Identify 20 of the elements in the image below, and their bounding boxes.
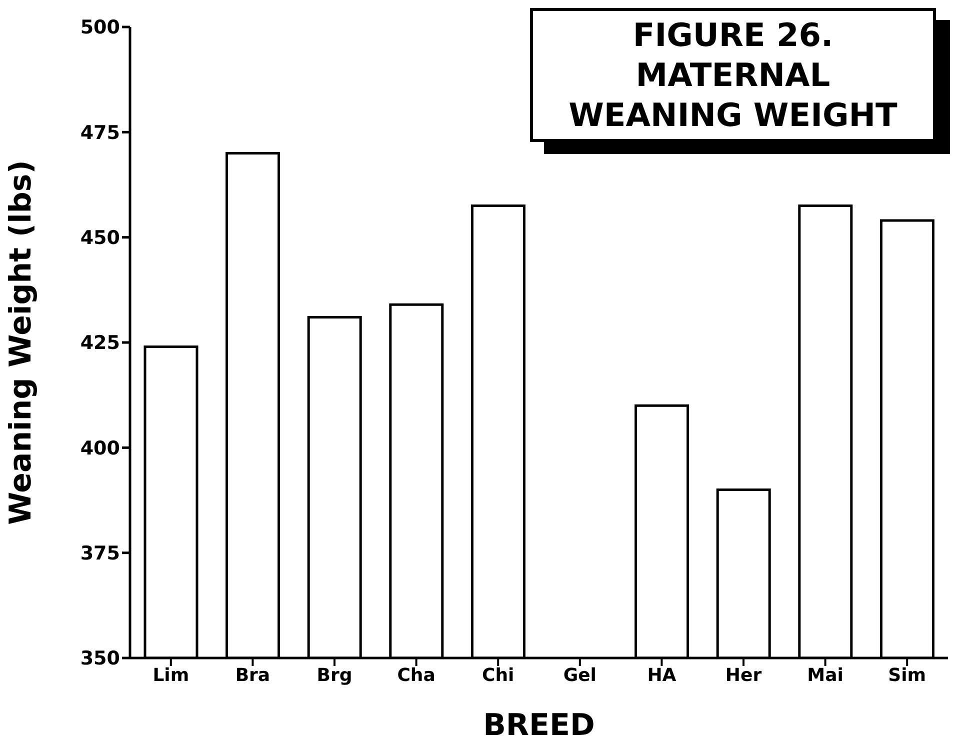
x-tick-label: Lim xyxy=(152,664,190,686)
y-tick-label: 500 xyxy=(80,16,120,39)
y-tick-label: 375 xyxy=(80,542,120,565)
y-tick-label: 450 xyxy=(80,227,120,250)
y-tick-label: 400 xyxy=(80,437,120,460)
x-tick-label: HA xyxy=(647,664,676,686)
y-tick-label: 350 xyxy=(80,648,120,670)
y-tick-label: 425 xyxy=(80,332,120,354)
x-tick-label: Sim xyxy=(888,664,926,686)
x-tick-label: Chi xyxy=(482,664,514,686)
y-tick-label: 475 xyxy=(80,122,120,144)
x-tick-label: Her xyxy=(725,664,762,686)
x-tick-label: Cha xyxy=(397,664,436,686)
x-tick-label: Mai xyxy=(807,664,844,686)
text: FIGURE 26. MATERNAL WEANING WEIGHT xyxy=(530,8,936,142)
x-axis-title: BREED xyxy=(483,708,595,743)
x-tick-label: Gel xyxy=(563,664,596,686)
x-tick-label: Bra xyxy=(235,664,270,686)
x-tick-label: Brg xyxy=(316,664,352,686)
y-axis-title: Weaning Weight (lbs) xyxy=(4,160,39,525)
